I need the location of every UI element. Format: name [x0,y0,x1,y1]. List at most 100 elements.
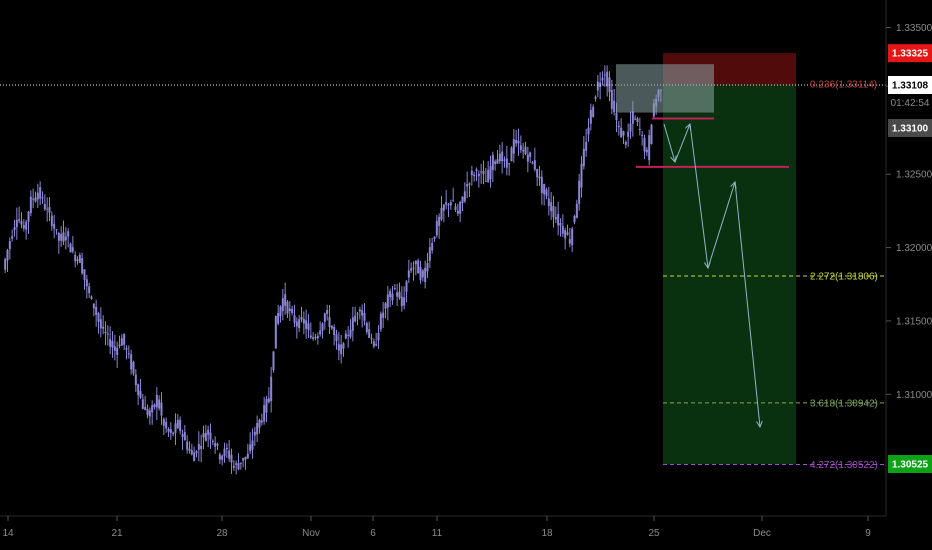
candle-body [321,323,324,331]
candle-body [482,171,485,175]
candle [603,65,606,87]
candle-body [393,287,396,289]
candle-body [643,138,646,152]
candle [118,335,121,349]
candle [459,200,462,223]
candle [137,383,140,406]
candle-body [459,201,462,214]
candle-body [148,410,151,417]
candle [585,128,588,157]
candle [571,226,574,253]
candle-body [188,448,191,451]
candle-body [582,148,585,167]
candle-body [214,442,217,447]
candle-body [55,229,58,231]
candle [225,443,228,459]
candle-body [547,198,550,206]
candle-body [372,341,375,347]
candle-body [438,216,441,226]
candle [209,423,212,449]
candle [566,224,569,236]
candle-body [475,169,478,172]
candle [295,317,298,339]
candle [326,304,329,321]
candle-body [377,332,380,341]
candle [274,315,277,349]
candle [545,187,548,200]
candle-body [580,163,583,188]
time-tick-label: 18 [541,528,553,539]
price-badge-bg [888,119,932,137]
candle-body [22,224,25,229]
take-profit-badge-text: 1.30525 [892,460,929,471]
candle-body [508,163,511,165]
candle-body [592,106,595,117]
candle-body [319,330,322,335]
candle-body [53,224,56,229]
candle-body [421,270,424,278]
stop-loss-badge-bg [888,44,932,63]
candle [312,332,315,341]
candle-body [221,455,224,460]
time-tick-label: 21 [111,528,123,539]
candle [53,215,56,239]
candle [517,128,520,157]
candle [130,349,133,375]
candle [286,300,289,318]
candle [298,315,301,333]
candle [235,460,238,475]
candle [470,165,473,186]
candle-body [120,338,123,346]
price-axis[interactable]: 1.33500 1.32500 1.32000 1.31500 1.31000 1.333… [885,0,932,516]
candle-body [64,236,67,241]
time-axis[interactable]: 14 21 28 Nov 6 11 18 25 Dec 9 [0,515,886,539]
candle-body [288,308,291,311]
candle-body [634,118,637,120]
candle-body [624,141,627,145]
fib-level-label: 2.272(1.31806) [810,272,878,283]
candle-body [235,463,238,465]
candle [589,103,592,131]
candle [510,146,513,162]
candle [431,237,434,254]
candle-body [41,197,44,199]
candle-body [48,206,51,213]
candle [335,329,338,350]
candle-body [111,340,114,348]
candle [508,162,511,176]
candle [141,394,144,410]
candle [407,259,410,284]
candle [323,312,326,330]
candle [375,332,378,347]
price-badge-text: 1.33100 [892,124,929,135]
candle [256,415,259,443]
candle [139,378,142,400]
candle [377,325,380,349]
candle-body [230,454,233,463]
candle-body [575,203,578,218]
candle [358,306,361,320]
candle-body [627,131,630,137]
candle-body [179,419,182,432]
candle [405,280,408,303]
candle-body [314,337,317,339]
candle-body [85,279,88,287]
candle [596,74,599,98]
candle-body [34,197,37,202]
candle [354,306,357,323]
candle [319,321,322,337]
candle-body [13,227,16,231]
candle-body [503,159,506,161]
candle [230,448,233,474]
candle-body [181,434,184,437]
candle-body [484,180,487,182]
time-tick-label: 11 [432,528,443,539]
candle [617,121,620,136]
candle [648,129,651,166]
candle-body [29,196,32,214]
candle-body [524,146,527,155]
candle [193,446,196,462]
candle-body [253,431,256,436]
candle-body [32,198,35,200]
